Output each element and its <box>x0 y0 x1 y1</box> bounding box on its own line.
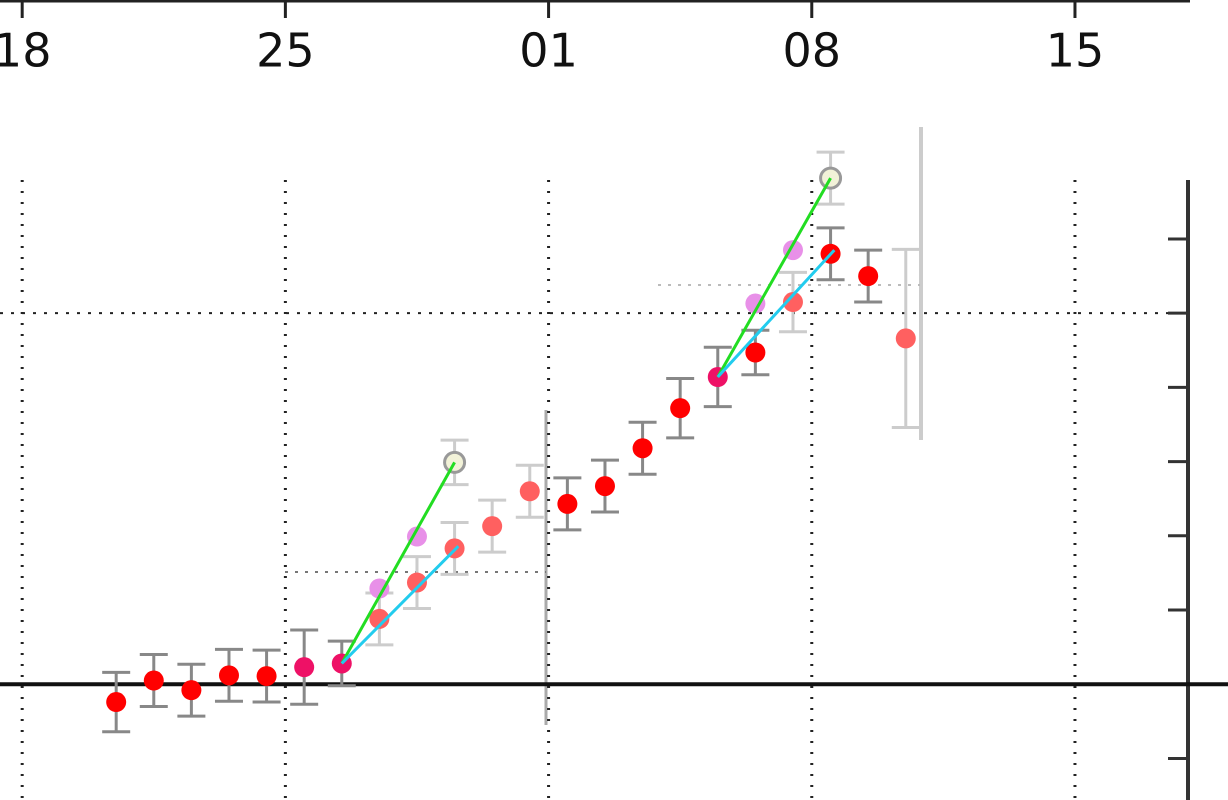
x-tick-label: 01 <box>519 24 578 78</box>
point <box>218 665 239 686</box>
point <box>369 578 390 599</box>
point <box>632 438 653 459</box>
point <box>670 398 691 419</box>
point <box>181 680 202 701</box>
point <box>143 670 164 691</box>
point <box>557 493 578 514</box>
point <box>482 516 503 537</box>
point <box>369 608 390 629</box>
point <box>782 292 803 313</box>
point <box>594 476 615 497</box>
point <box>106 692 127 713</box>
x-tick-label: 15 <box>1046 24 1105 78</box>
point <box>745 293 766 314</box>
fit-line <box>340 249 836 665</box>
point <box>519 481 540 502</box>
fit-line <box>340 177 832 665</box>
x-tick-label: 18 <box>0 24 51 78</box>
point <box>858 266 879 287</box>
x-tick-label: 25 <box>256 24 315 78</box>
point <box>294 657 315 678</box>
point <box>895 328 916 349</box>
point <box>406 572 427 593</box>
x-tick-label: 08 <box>783 24 842 78</box>
point <box>256 666 277 687</box>
point <box>406 526 427 547</box>
point <box>745 342 766 363</box>
